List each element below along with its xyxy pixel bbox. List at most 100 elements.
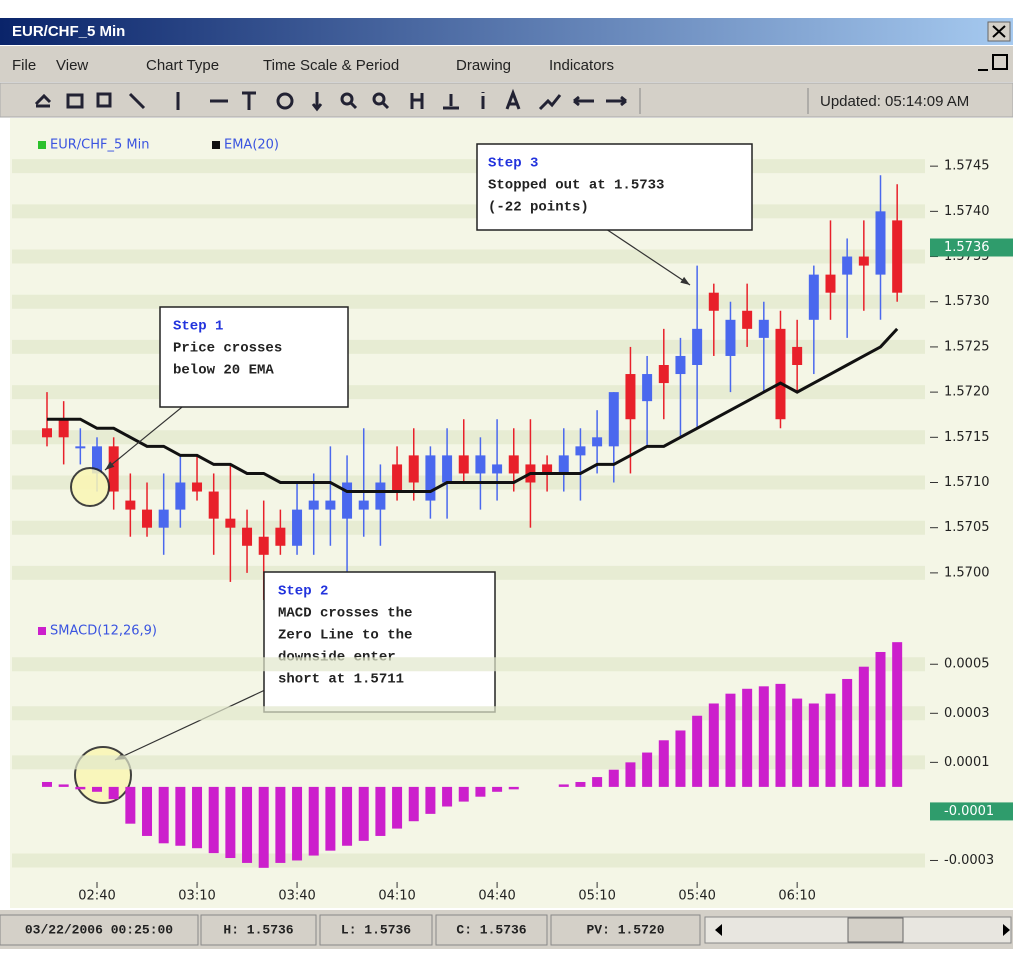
macd-bar (508, 786, 519, 790)
menu-item[interactable]: Time Scale & Period (263, 57, 399, 74)
macd-bar (675, 730, 686, 787)
candle-body (542, 464, 553, 474)
annotation-text: Step 2 (278, 584, 328, 600)
legend-swatch (212, 141, 220, 149)
legend-label: SMACD(12,26,9) (50, 624, 157, 639)
macd-bar (308, 786, 319, 856)
macd-bar (842, 678, 853, 787)
macd-bar (392, 786, 403, 829)
candle-body (858, 256, 869, 266)
macd-bar (792, 698, 803, 787)
candle-body (142, 509, 153, 528)
candle-body (325, 500, 336, 510)
candle-body (508, 455, 519, 474)
candle-body (892, 220, 903, 293)
macd-bar (808, 703, 819, 787)
macd-bar (458, 786, 469, 802)
macd-bar (342, 786, 353, 846)
macd-bar (175, 786, 186, 846)
annotation-text: Stopped out at 1.5733 (488, 178, 664, 194)
annotation-text: Step 1 (173, 319, 223, 335)
annotation-arrow (114, 689, 266, 761)
close-button[interactable] (987, 21, 1011, 42)
macd-bar (858, 666, 869, 787)
menu-item[interactable]: Chart Type (146, 57, 219, 74)
scroll-right[interactable] (1003, 924, 1010, 936)
menu-item[interactable]: Drawing (456, 57, 511, 74)
x-tick-label: 03:40 (278, 889, 315, 904)
status-text: H: 1.5736 (223, 922, 293, 937)
status-text: L: 1.5736 (341, 922, 411, 937)
annotation-box (159, 306, 349, 408)
y-tick-label: 0.0003 (944, 706, 990, 721)
macd-bar (92, 786, 103, 792)
current-value-marker (930, 238, 1013, 257)
y-tick-label: 1.5720 (944, 385, 990, 400)
candle-body (375, 482, 386, 510)
arrow-head (680, 276, 690, 285)
highlight-circle (70, 467, 110, 507)
candle-body (192, 482, 203, 492)
x-tick-label: 03:10 (178, 889, 215, 904)
macd-bar (258, 786, 269, 868)
status-cell (435, 914, 548, 946)
macd-bar (625, 762, 636, 787)
annotation-text: Price crosses (173, 341, 282, 357)
annotation-text: Step 3 (488, 156, 538, 172)
candle-body (42, 428, 52, 438)
x-tick-label: 04:10 (378, 889, 415, 904)
candle-body (592, 437, 603, 447)
candle-body (458, 455, 469, 474)
candle-body (158, 509, 169, 528)
candle-body (242, 527, 253, 546)
menu-item[interactable]: View (56, 57, 88, 74)
menu-item[interactable]: Indicators (549, 57, 614, 74)
macd-bar (192, 786, 203, 849)
scroll-left[interactable] (715, 924, 722, 936)
macd-bar (125, 786, 136, 824)
macd-bar (292, 786, 303, 861)
candle-body (725, 319, 736, 356)
candle-body (392, 464, 403, 492)
candle-body (258, 536, 269, 555)
macd-bar (108, 786, 119, 800)
menu-item[interactable]: File (12, 57, 36, 74)
toolbar-icons[interactable] (34, 88, 809, 114)
ema-line (47, 327, 899, 494)
y-tick-label: 1.5730 (944, 294, 990, 309)
macd-bar (558, 784, 569, 787)
macd-bar (725, 693, 736, 787)
updated-time: Updated: 05:14:09 AM (820, 93, 969, 110)
macd-bar (75, 786, 86, 790)
y-tick-label: 0.0005 (944, 657, 990, 672)
candle-body (342, 482, 353, 519)
status-text: C: 1.5736 (456, 922, 526, 937)
macd-bar (225, 786, 236, 859)
macd-bar (608, 769, 619, 787)
candle-body (225, 518, 236, 528)
candle-body (125, 500, 136, 510)
candle-body (442, 455, 453, 483)
current-value-label: -0.0001 (944, 804, 994, 819)
macd-bar (875, 651, 886, 787)
current-value-marker (930, 802, 1013, 821)
annotation-text: MACD crosses the (278, 606, 412, 622)
candle-body (625, 374, 636, 420)
y-tick-label: 1.5715 (944, 430, 990, 445)
legend-label: EUR/CHF_5 Min (50, 138, 149, 153)
candle-body (708, 292, 719, 311)
macd-bar (892, 642, 903, 787)
candle-body (425, 455, 436, 501)
current-value-label: 1.5736 (944, 240, 990, 255)
candle-body (875, 211, 886, 275)
macd-bar (242, 786, 253, 863)
candle-body (75, 446, 86, 449)
x-tick-label: 05:40 (678, 889, 715, 904)
annotation-text: (-22 points) (488, 200, 589, 216)
minimize-restore[interactable] (978, 54, 1008, 71)
annotation-box (476, 143, 753, 231)
annotation-text: short at 1.5711 (278, 672, 404, 688)
scroll-thumb[interactable] (847, 917, 904, 943)
title-bar (0, 18, 1013, 45)
candle-body (642, 374, 653, 402)
